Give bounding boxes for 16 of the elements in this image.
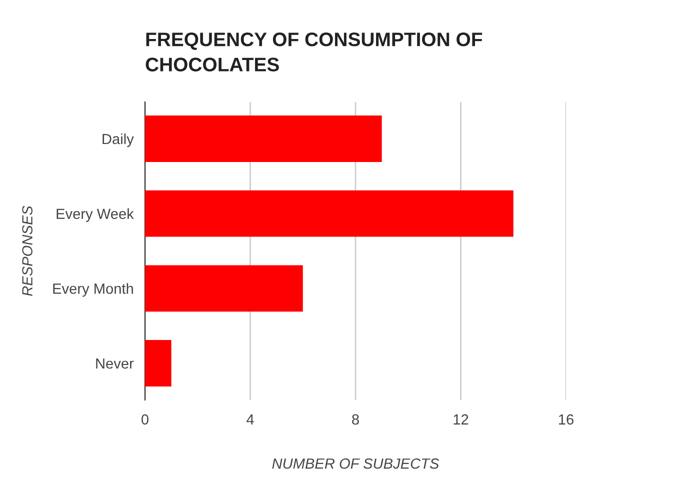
bar xyxy=(145,116,382,162)
x-tick-label: 16 xyxy=(559,414,574,425)
x-tick-label: 12 xyxy=(454,414,468,424)
chart-title: FREQUENCY OF CONSUMPTION OF CHOCOLATES xyxy=(146,32,482,72)
x-tick-label: 4 xyxy=(246,414,254,424)
y-axis-title: RESPONSES xyxy=(22,206,32,296)
y-tick-label: Never xyxy=(96,358,134,369)
y-tick-label: Every Month xyxy=(53,283,133,297)
bar xyxy=(145,190,514,237)
bar xyxy=(145,265,303,312)
bar xyxy=(145,340,172,386)
y-tick-label: Every Week xyxy=(56,208,134,222)
x-tick-label: 0 xyxy=(142,414,148,425)
x-axis-title: NUMBER OF SUBJECTS xyxy=(272,458,440,469)
y-tick-label: Daily xyxy=(102,133,134,148)
x-tick-label: 8 xyxy=(352,414,359,425)
